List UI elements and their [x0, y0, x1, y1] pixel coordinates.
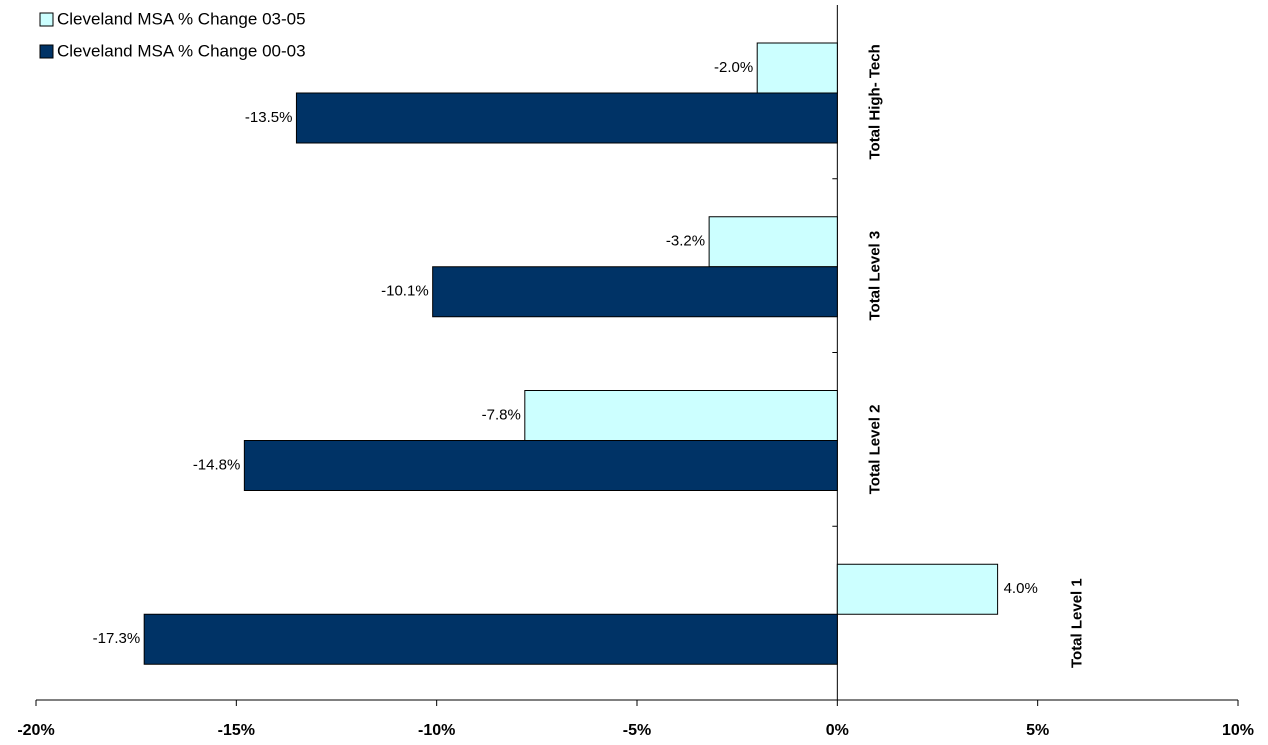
- x-tick-label: 5%: [1026, 722, 1049, 739]
- data-label: -10.1%: [381, 283, 429, 300]
- bar: [524, 390, 838, 441]
- category-label: Total Level 1: [1069, 578, 1086, 668]
- x-tick-label: -20%: [17, 722, 54, 739]
- bar: [432, 266, 838, 318]
- bar: [143, 613, 838, 665]
- data-label: 4.0%: [1004, 580, 1038, 597]
- bar: [243, 440, 838, 491]
- x-tick-label: -15%: [218, 722, 255, 739]
- bar: [756, 42, 838, 94]
- data-label: -17.3%: [93, 630, 141, 647]
- data-label: -13.5%: [245, 109, 293, 126]
- category-label: Total Level 2: [866, 404, 883, 494]
- data-label: -3.2%: [666, 233, 705, 250]
- category-label: Total High- Tech: [866, 44, 883, 159]
- data-label: -14.8%: [193, 456, 241, 473]
- data-label: -7.8%: [482, 406, 521, 423]
- category-label: Total Level 3: [866, 231, 883, 321]
- x-tick-label: -5%: [623, 722, 651, 739]
- bar: [836, 563, 999, 615]
- legend-label: Cleveland MSA % Change 00-03: [57, 41, 306, 60]
- bar: [295, 92, 838, 144]
- data-label: -2.0%: [714, 59, 753, 76]
- legend-swatch: [39, 12, 54, 27]
- bar: [708, 216, 838, 268]
- x-tick-label: 10%: [1222, 722, 1254, 739]
- x-tick-label: 0%: [826, 722, 849, 739]
- x-tick-label: -10%: [418, 722, 455, 739]
- legend-label: Cleveland MSA % Change 03-05: [57, 9, 306, 28]
- legend-swatch: [39, 44, 54, 59]
